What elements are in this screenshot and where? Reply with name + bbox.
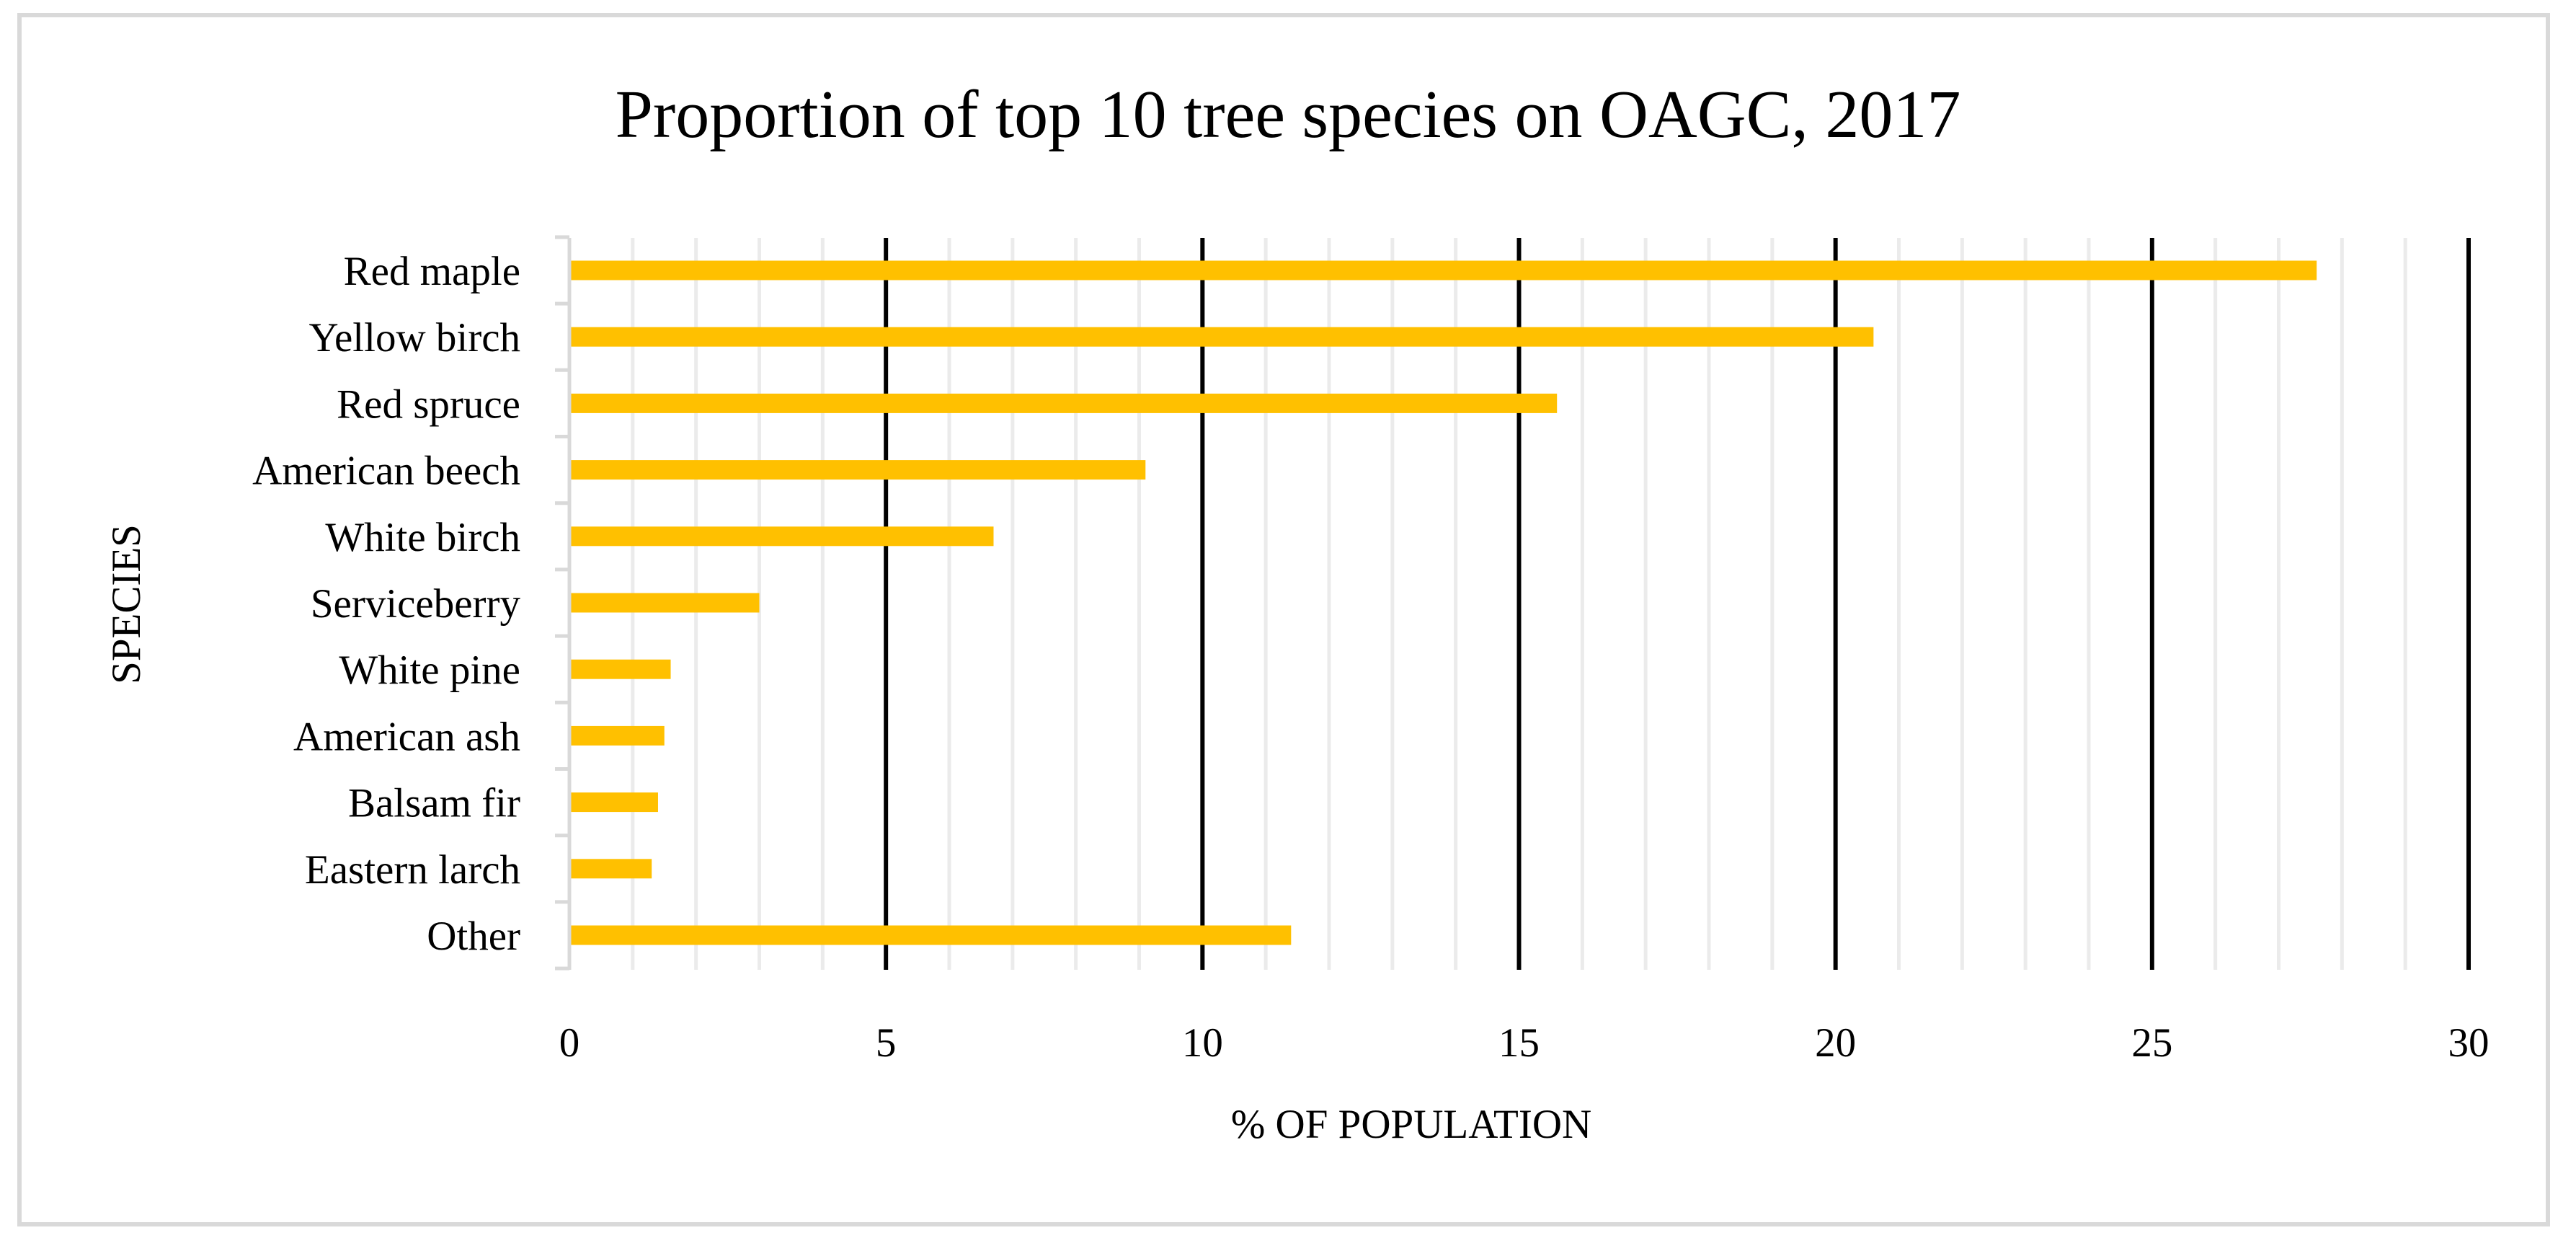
minor-gridlines <box>631 238 2407 970</box>
bar <box>569 593 760 613</box>
y-axis <box>555 235 572 971</box>
x-tick-label: 30 <box>2448 1020 2490 1066</box>
category-label: American beech <box>252 448 520 494</box>
x-axis-title: % OF POPULATION <box>1231 1102 1591 1147</box>
x-tick-label: 20 <box>1815 1020 1856 1066</box>
category-label: Red maple <box>344 249 520 294</box>
chart-title: Proportion of top 10 tree species on OAG… <box>616 77 1961 152</box>
bar <box>569 260 2317 280</box>
y-axis-title: SPECIES <box>104 524 149 684</box>
category-label: White pine <box>339 647 520 693</box>
x-tick-label: 25 <box>2131 1020 2172 1066</box>
chart-frame <box>17 13 2550 1226</box>
category-label: Yellow birch <box>309 315 520 361</box>
x-tick-label: 15 <box>1498 1020 1540 1066</box>
bar <box>569 393 1558 413</box>
category-label: Serviceberry <box>311 581 521 627</box>
bar <box>569 659 671 679</box>
major-gridlines <box>884 238 2471 970</box>
x-tick-labels: 0 5 10 15 20 25 30 <box>559 1020 2490 1066</box>
x-tick-label: 0 <box>559 1020 580 1066</box>
category-labels: Red maple Yellow birch Red spruce American … <box>252 249 520 959</box>
bar <box>569 925 1292 945</box>
category-label: Red spruce <box>337 381 520 427</box>
bar <box>569 460 1146 480</box>
category-label: Balsam fir <box>348 781 520 826</box>
bar-series <box>569 260 2317 945</box>
category-label: White birch <box>325 515 520 560</box>
category-label: Other <box>427 914 520 959</box>
bar <box>569 792 658 813</box>
bar <box>569 526 994 547</box>
category-label: American ash <box>293 714 520 759</box>
category-label: Eastern larch <box>305 847 520 893</box>
bar <box>569 725 665 746</box>
bar <box>569 327 1874 347</box>
bar <box>569 859 652 879</box>
x-tick-label: 10 <box>1182 1020 1223 1066</box>
x-tick-label: 5 <box>876 1020 897 1066</box>
